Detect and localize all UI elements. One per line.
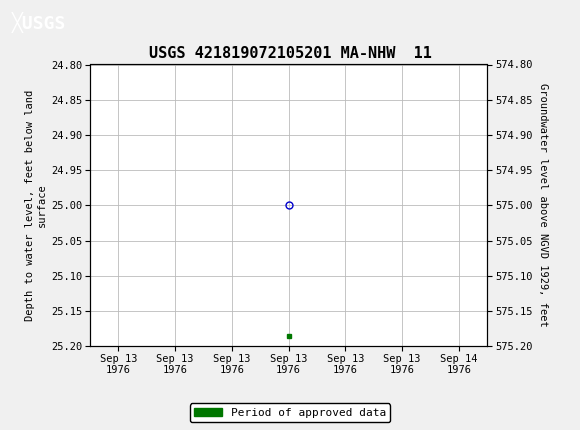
Legend: Period of approved data: Period of approved data [190, 403, 390, 422]
Y-axis label: Groundwater level above NGVD 1929, feet: Groundwater level above NGVD 1929, feet [538, 83, 548, 327]
Text: ╳USGS: ╳USGS [12, 12, 66, 33]
Y-axis label: Depth to water level, feet below land
surface: Depth to water level, feet below land su… [26, 90, 47, 321]
Text: USGS 421819072105201 MA-NHW  11: USGS 421819072105201 MA-NHW 11 [148, 46, 432, 61]
